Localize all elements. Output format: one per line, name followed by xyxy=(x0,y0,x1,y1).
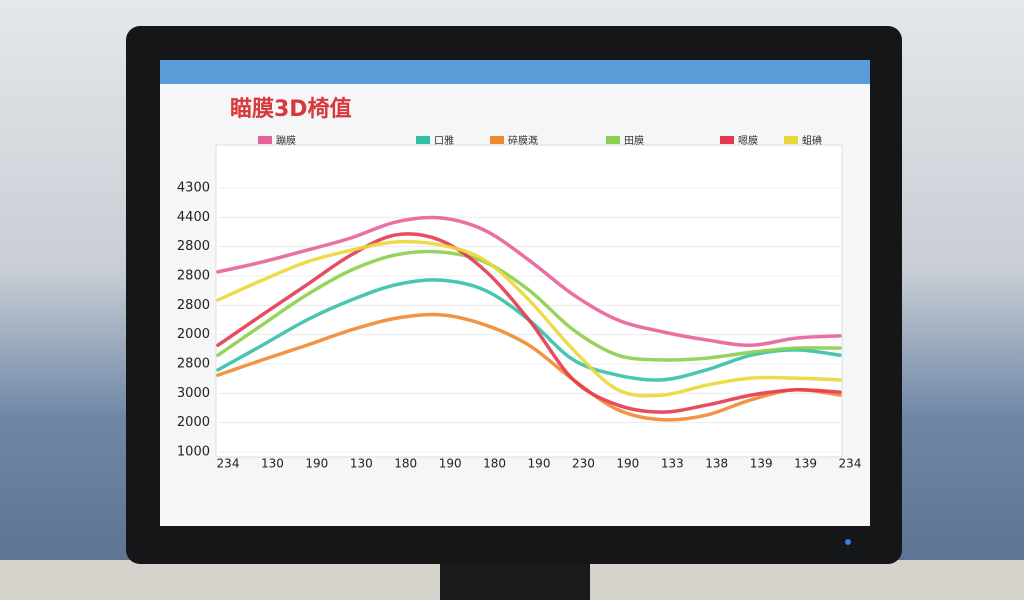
y-tick-label: 2800 xyxy=(177,357,210,372)
x-tick-label: 180 xyxy=(483,457,506,471)
legend-label: 口雅 xyxy=(434,134,454,147)
y-tick-label: 1000 xyxy=(177,445,210,460)
x-tick-label: 138 xyxy=(705,457,728,471)
x-tick-label: 190 xyxy=(305,457,328,471)
series-line xyxy=(216,232,842,414)
y-tick-label: 2000 xyxy=(177,415,210,430)
series-line xyxy=(216,239,842,398)
x-tick-label: 130 xyxy=(350,457,373,471)
x-tick-label: 133 xyxy=(661,457,684,471)
monitor-stand xyxy=(440,560,590,600)
x-tick-label: 130 xyxy=(261,457,284,471)
power-led xyxy=(845,539,851,545)
x-tick-label: 190 xyxy=(528,457,551,471)
legend-label: 蹦膜 xyxy=(276,135,296,147)
legend-swatch xyxy=(720,136,734,144)
y-tick-label: 2000 xyxy=(177,327,210,342)
x-tick-label: 180 xyxy=(394,457,417,471)
legend-label: 碎膜溉 xyxy=(508,134,538,147)
legend-swatch xyxy=(258,136,272,144)
y-tick-label: 3000 xyxy=(177,386,210,401)
series-line xyxy=(216,249,842,362)
x-tick-label: 139 xyxy=(794,457,817,471)
legend-swatch xyxy=(490,136,504,144)
x-tick-label: 234 xyxy=(839,457,862,471)
legend-swatch xyxy=(606,136,620,144)
chart-title: 瞄膜3D椅值 xyxy=(230,96,352,122)
legend-label: 蛆碘 xyxy=(802,134,822,147)
series-line xyxy=(216,312,842,422)
legend-swatch xyxy=(784,136,798,144)
legend-label: 嗯膜 xyxy=(738,135,758,147)
y-tick-label: 2800 xyxy=(177,269,210,284)
y-tick-label: 2800 xyxy=(177,239,210,254)
x-tick-label: 234 xyxy=(217,457,240,471)
x-tick-label: 190 xyxy=(439,457,462,471)
legend-swatch xyxy=(416,136,430,144)
x-tick-label: 230 xyxy=(572,457,595,471)
x-tick-label: 139 xyxy=(750,457,773,471)
x-tick-label: 190 xyxy=(616,457,639,471)
window-title-bar xyxy=(160,60,870,84)
y-tick-label: 4300 xyxy=(177,181,210,196)
series-line xyxy=(216,215,842,347)
legend-label: 田膜 xyxy=(624,135,644,147)
y-tick-label: 4400 xyxy=(177,210,210,225)
y-tick-label: 2800 xyxy=(177,298,210,313)
